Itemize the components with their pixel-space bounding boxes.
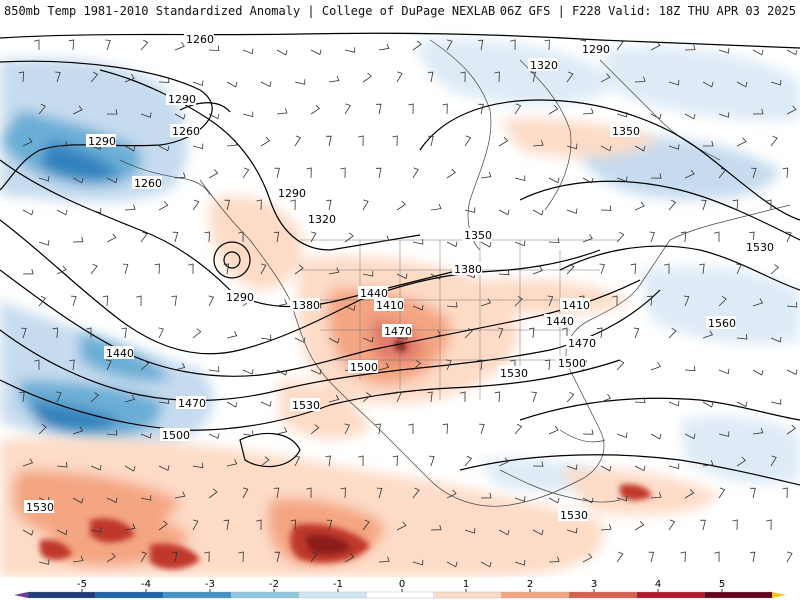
colorbar-swatch <box>96 592 164 598</box>
colorbar-min-arrow <box>14 592 28 598</box>
colorbar-swatch <box>366 592 434 598</box>
contour-label: 1260 <box>172 125 200 138</box>
colorbar-swatch <box>501 592 569 598</box>
contour-label: 1410 <box>562 299 590 312</box>
contour-label: 1260 <box>186 33 214 46</box>
contour-label: 1320 <box>308 213 336 226</box>
colorbar-swatch <box>704 592 772 598</box>
colorbar-tick-label: -2 <box>269 579 279 590</box>
colorbar-tick-labels: -5 -4 -3 -2 -1 0 1 2 3 4 5 <box>77 579 725 592</box>
contour-label: 1440 <box>546 315 574 328</box>
contour-label: 1380 <box>292 299 320 312</box>
colorbar-swatch <box>299 592 367 598</box>
colorbar-swatch <box>163 592 231 598</box>
colorbar-tick-label: 1 <box>463 579 469 590</box>
contour-label: 1530 <box>500 367 528 380</box>
colorbar-tick-label: 3 <box>591 579 597 590</box>
contour-label: 1530 <box>292 399 320 412</box>
model-run-info: 06Z GFS | F228 Valid: 18Z THU APR 03 202… <box>500 4 796 18</box>
colorbar-tick-label: -1 <box>333 579 343 590</box>
contour-label: 1290 <box>226 291 254 304</box>
contour-label: 1530 <box>560 509 588 522</box>
colorbar-max-arrow <box>772 592 786 598</box>
contour-label: 1320 <box>530 59 558 72</box>
contour-label: 1500 <box>350 361 378 374</box>
colorbar-swatch <box>231 592 299 598</box>
contour-label: 1440 <box>106 347 134 360</box>
contour-label: 1410 <box>376 299 404 312</box>
anomaly-colorbar: -5 -4 -3 -2 -1 0 1 2 3 4 5 <box>0 577 800 600</box>
colorbar-swatch <box>637 592 705 598</box>
contour-label: 1290 <box>168 93 196 106</box>
contour-label: 1530 <box>746 241 774 254</box>
contour-label: 1350 <box>464 229 492 242</box>
colorbar-swatch <box>434 592 502 598</box>
colorbar-tick-label: 4 <box>655 579 661 590</box>
colorbar-swatches <box>14 592 786 598</box>
colorbar-tick-label: 5 <box>719 579 725 590</box>
contour-label: 1530 <box>26 501 54 514</box>
contour-label: 1500 <box>558 357 586 370</box>
contour-label: 1500 <box>162 429 190 442</box>
colorbar-tick-label: 2 <box>527 579 533 590</box>
contour-label: 1380 <box>454 263 482 276</box>
colorbar-tick-label: -4 <box>141 579 151 590</box>
colorbar-swatch <box>569 592 637 598</box>
contour-label: 1470 <box>568 337 596 350</box>
contour-label: 1470 <box>178 397 206 410</box>
contour-label: 1350 <box>612 125 640 138</box>
map-title: 850mb Temp 1981-2010 Standardized Anomal… <box>4 4 495 18</box>
contour-label: 1290 <box>582 43 610 56</box>
colorbar-swatch <box>28 592 96 598</box>
anomaly-map: 1260 1290 1320 1350 1290 1260 1290 1260 … <box>0 22 800 577</box>
colorbar-tick-label: 0 <box>399 579 405 590</box>
colorbar-tick-label: -3 <box>205 579 215 590</box>
colorbar-tick-label: -5 <box>77 579 87 590</box>
contour-label: 1290 <box>88 135 116 148</box>
contour-label: 1470 <box>384 325 412 338</box>
contour-label: 1290 <box>278 187 306 200</box>
header-bar: 850mb Temp 1981-2010 Standardized Anomal… <box>0 0 800 22</box>
contour-label: 1260 <box>134 177 162 190</box>
contour-label: 1560 <box>708 317 736 330</box>
